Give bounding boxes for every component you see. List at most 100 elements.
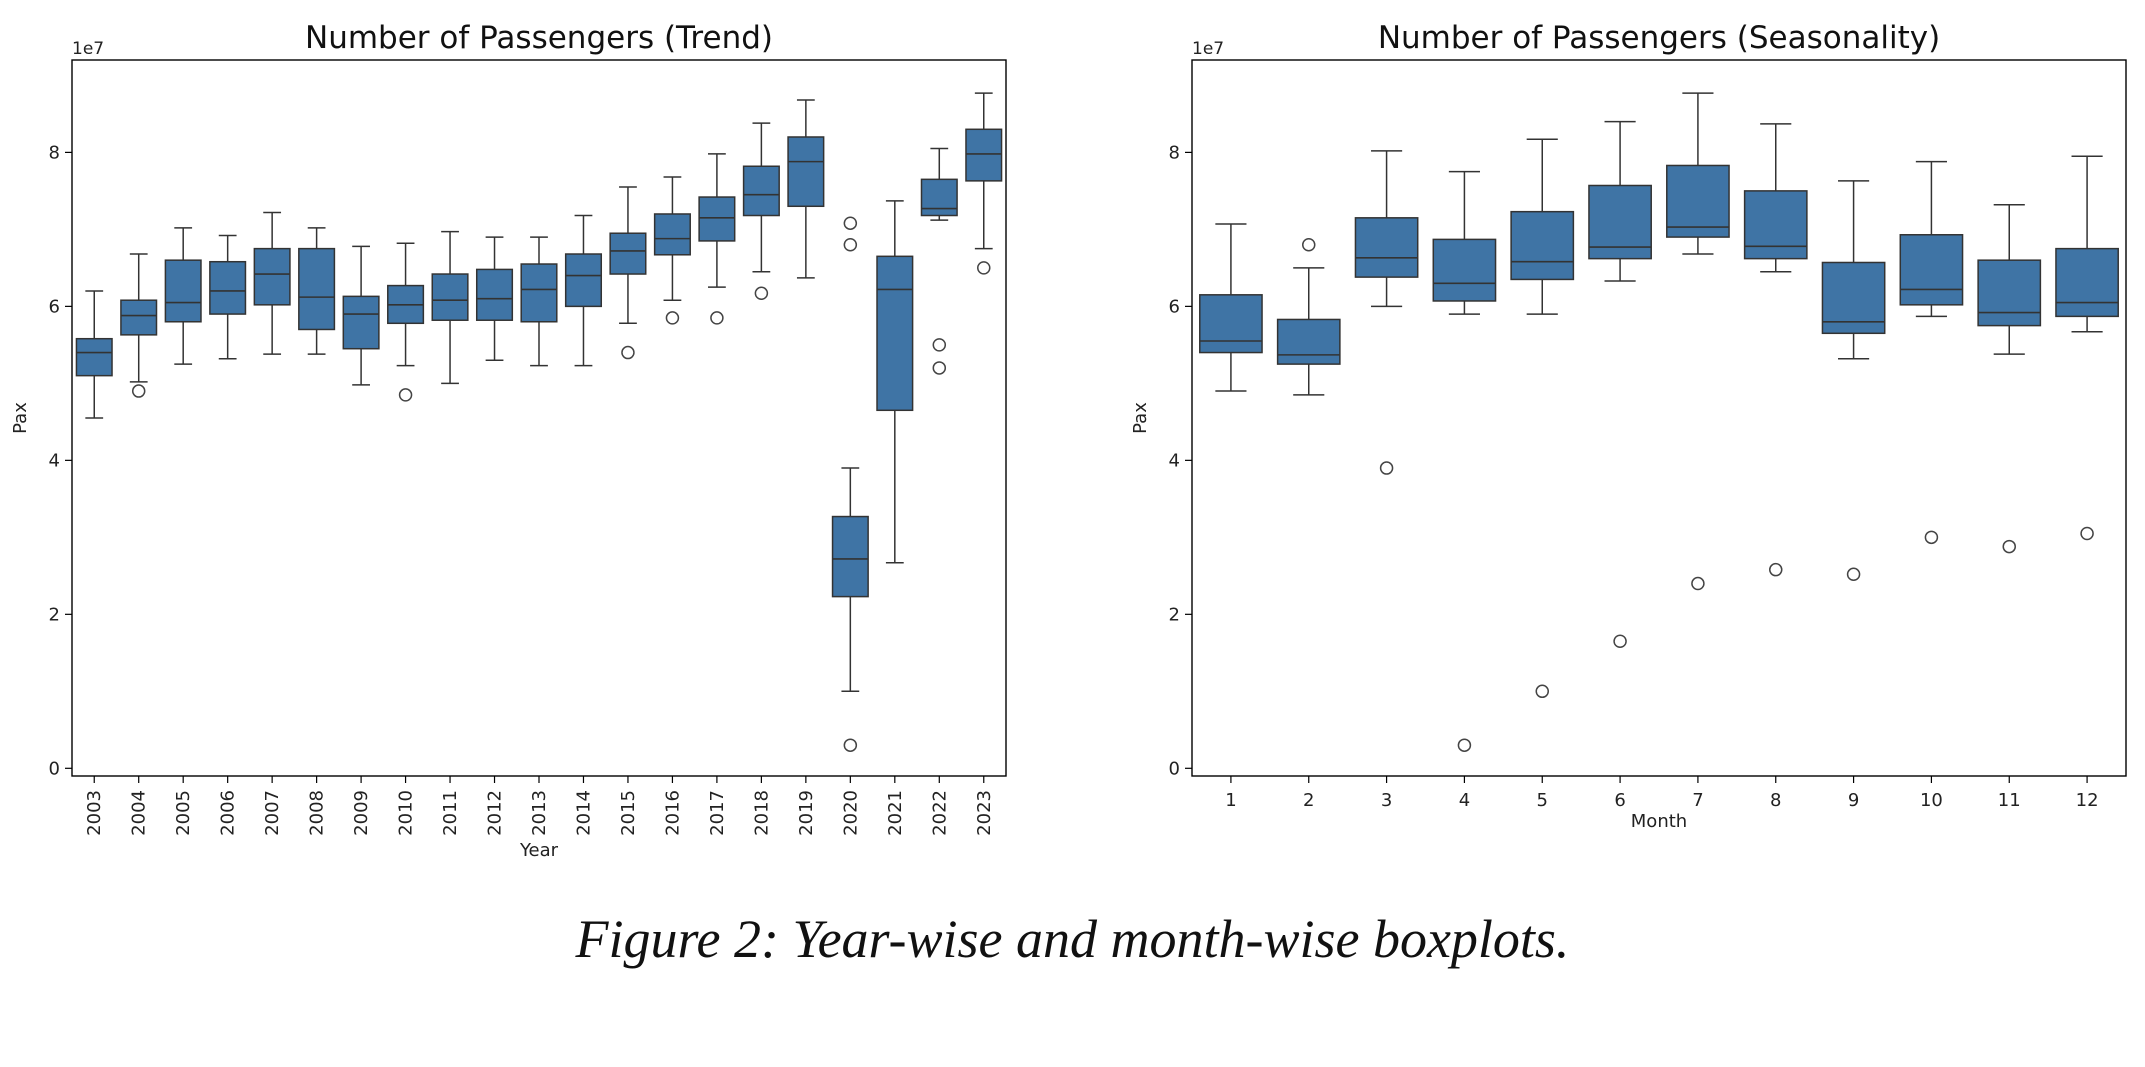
y-tick-label: 8 <box>1169 142 1180 163</box>
x-tick-label: 2004 <box>129 790 150 836</box>
outlier-point <box>710 311 724 325</box>
outlier-point <box>1691 576 1705 591</box>
x-tick-label: 12 <box>2076 790 2099 811</box>
x-tick-label: 2017 <box>707 790 728 836</box>
box-iqr-2015 <box>609 232 647 275</box>
x-tick-label: 10 <box>1920 790 1943 811</box>
x-tick-label: 2022 <box>929 790 950 836</box>
x-axis-label: Year <box>519 840 559 861</box>
box-iqr-10 <box>1899 234 1964 306</box>
outlier-point <box>621 345 635 360</box>
box-iqr-2016 <box>653 213 691 256</box>
chart-title: Number of Passengers (Seasonality) <box>1378 20 1940 56</box>
box-iqr-2003 <box>75 337 113 377</box>
y-tick-label: 0 <box>49 758 60 779</box>
outlier-point <box>843 738 858 752</box>
x-axis-label: Month <box>1631 811 1687 832</box>
x-tick-label: 11 <box>1998 790 2021 811</box>
outlier-point <box>754 286 769 301</box>
outlier-point <box>398 388 413 402</box>
box-iqr-2006 <box>209 260 247 315</box>
outlier-point <box>1302 238 1316 252</box>
x-tick-label: 2018 <box>751 790 772 836</box>
x-tick-label: 1 <box>1225 790 1236 811</box>
y-tick-label: 4 <box>1169 450 1180 471</box>
box-iqr-2021 <box>876 255 914 412</box>
box-iqr-2004 <box>120 299 158 336</box>
x-tick-label: 4 <box>1459 790 1470 811</box>
box-iqr-2017 <box>698 196 736 242</box>
axes-frame <box>1191 59 2127 777</box>
outlier-point <box>665 311 680 325</box>
x-tick-label: 2 <box>1303 790 1314 811</box>
box-iqr-2022 <box>920 178 958 217</box>
box-iqr-2 <box>1276 318 1341 365</box>
box-iqr-8 <box>1743 190 1808 260</box>
chart-title: Number of Passengers (Trend) <box>305 20 773 56</box>
box-iqr-4 <box>1432 238 1497 302</box>
outlier-point <box>1535 684 1549 699</box>
outlier-point <box>131 384 146 398</box>
box-iqr-11 <box>1977 259 2042 327</box>
outlier-point <box>2080 526 2094 541</box>
x-tick-label: 2015 <box>618 790 639 836</box>
box-iqr-12 <box>2055 247 2119 318</box>
y-tick-label: 4 <box>49 450 60 471</box>
trend-boxplot-panel: Number of Passengers (Trend) 1e7 Pax Year 0 2… <box>10 20 1007 861</box>
y-tick-label: 2 <box>49 604 60 625</box>
outlier-point <box>843 216 858 230</box>
y-tick-label: 2 <box>1169 604 1180 625</box>
x-tick-label: 5 <box>1537 790 1548 811</box>
box-iqr-9 <box>1821 261 1886 335</box>
box-iqr-2008 <box>298 247 336 331</box>
y-tick-label: 0 <box>1169 758 1180 779</box>
outlier-point <box>932 338 947 352</box>
x-tick-label: 2012 <box>485 790 506 836</box>
x-tick-label: 8 <box>1770 790 1781 811</box>
x-tick-label: 2009 <box>351 790 372 836</box>
seasonality-boxplot-panel: Number of Passengers (Seasonality) 1e7 Pax… <box>1130 20 2127 832</box>
x-tick-label: 2016 <box>662 790 683 836</box>
box-iqr-2018 <box>742 165 780 217</box>
box-iqr-1 <box>1199 294 1263 354</box>
x-tick-label: 6 <box>1614 790 1625 811</box>
x-tick-label: 2021 <box>885 790 906 836</box>
box-iqr-2019 <box>787 136 825 208</box>
x-tick-label: 2011 <box>440 790 461 836</box>
outlier-point <box>1924 530 1939 545</box>
y-axis-label: Pax <box>1130 402 1151 434</box>
box-iqr-2009 <box>342 295 380 350</box>
x-tick-label: 2013 <box>529 790 550 836</box>
box-iqr-2014 <box>564 253 603 308</box>
figure-canvas: Number of Passengers (Trend) 1e7 Pax Year 0 2… <box>10 20 2127 861</box>
y-tick-label: 8 <box>49 142 60 163</box>
x-tick-label: 2019 <box>796 790 817 836</box>
box-iqr-2023 <box>965 128 1003 182</box>
outlier-point <box>932 361 947 375</box>
outlier-point <box>1846 567 1861 582</box>
x-tick-label: 2010 <box>396 790 417 836</box>
box-iqr-2005 <box>164 259 202 323</box>
outlier-point <box>1457 738 1472 752</box>
box-iqr-2007 <box>253 247 291 306</box>
box-iqr-2020 <box>831 515 869 598</box>
axes-frame <box>71 59 1007 777</box>
box-iqr-5 <box>1510 210 1575 281</box>
outlier-point <box>843 238 858 252</box>
box-iqr-3 <box>1354 217 1419 278</box>
x-tick-label: 2005 <box>173 790 194 836</box>
x-tick-label: 2007 <box>262 790 283 836</box>
x-tick-label: 2008 <box>307 790 328 836</box>
x-tick-label: 7 <box>1692 790 1703 811</box>
box-iqr-2012 <box>475 268 514 321</box>
outlier-point <box>2002 539 2016 554</box>
figure-caption: Figure 2: Year-wise and month-wise boxpl… <box>575 909 1570 969</box>
box-iqr-2013 <box>520 263 558 323</box>
x-tick-label: 9 <box>1848 790 1859 811</box>
x-tick-label: 2006 <box>218 790 239 836</box>
x-tick-label: 2023 <box>974 790 995 836</box>
y-tick-label: 6 <box>1169 296 1180 317</box>
y-tick-label: 6 <box>49 296 60 317</box>
x-tick-label: 3 <box>1381 790 1392 811</box>
outlier-point <box>1613 634 1627 649</box>
